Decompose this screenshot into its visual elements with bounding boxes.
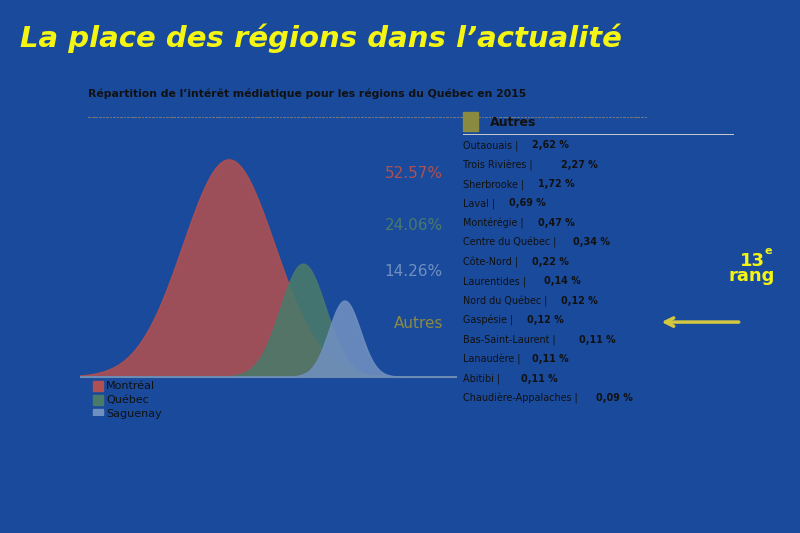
Text: Saguenay: Saguenay xyxy=(106,409,162,419)
Text: 0,47 %: 0,47 % xyxy=(538,218,575,228)
Text: Côte-Nord |: Côte-Nord | xyxy=(462,257,521,268)
Text: Québec: Québec xyxy=(106,395,149,405)
Text: rang: rang xyxy=(729,266,775,285)
Text: 0,69 %: 0,69 % xyxy=(509,198,546,208)
Text: Bas-Saint-Laurent |: Bas-Saint-Laurent | xyxy=(462,335,558,345)
Text: 0,12 %: 0,12 % xyxy=(526,315,563,325)
Text: Répartition de l’intérêt médiatique pour les régions du Québec en 2015: Répartition de l’intérêt médiatique pour… xyxy=(89,89,526,99)
Text: 0,22 %: 0,22 % xyxy=(532,257,569,267)
Text: 14.26%: 14.26% xyxy=(385,264,443,279)
Text: Centre du Québec |: Centre du Québec | xyxy=(462,237,559,248)
Text: Sherbrooke |: Sherbrooke | xyxy=(462,179,527,190)
Text: 2,27 %: 2,27 % xyxy=(562,159,598,169)
Bar xyxy=(93,395,102,405)
Text: 0,11 %: 0,11 % xyxy=(578,335,615,345)
Text: Abitibi |: Abitibi | xyxy=(462,374,503,384)
Bar xyxy=(93,409,102,419)
Bar xyxy=(462,111,478,131)
Text: Autres: Autres xyxy=(490,116,537,128)
Text: Montérégie |: Montérégie | xyxy=(462,218,526,229)
Text: Nord du Québec |: Nord du Québec | xyxy=(462,296,550,307)
Text: 0,09 %: 0,09 % xyxy=(596,393,633,403)
Text: La place des régions dans l’actualité: La place des régions dans l’actualité xyxy=(20,24,622,53)
Text: 0,14 %: 0,14 % xyxy=(544,276,581,286)
Text: 24.06%: 24.06% xyxy=(385,218,443,233)
Text: Trois Rivières |: Trois Rivières | xyxy=(462,159,535,171)
Text: Autres: Autres xyxy=(394,316,443,331)
Text: 52.57%: 52.57% xyxy=(385,166,443,181)
Text: Montréal: Montréal xyxy=(106,381,155,391)
Text: 0,11 %: 0,11 % xyxy=(532,354,569,364)
Text: Laval |: Laval | xyxy=(462,198,498,209)
Text: 0,12 %: 0,12 % xyxy=(562,296,598,306)
Text: 0,34 %: 0,34 % xyxy=(573,237,610,247)
Text: 0,11 %: 0,11 % xyxy=(521,374,558,384)
Text: e: e xyxy=(765,246,772,256)
Text: Gaspésie |: Gaspésie | xyxy=(462,315,516,326)
Text: Outaouais |: Outaouais | xyxy=(462,140,521,151)
Bar xyxy=(93,381,102,391)
Text: 1,72 %: 1,72 % xyxy=(538,179,574,189)
Text: 2,62 %: 2,62 % xyxy=(532,140,569,150)
Text: 13: 13 xyxy=(739,252,765,270)
Text: Laurentides |: Laurentides | xyxy=(462,276,529,287)
Text: Chaudière-Appalaches |: Chaudière-Appalaches | xyxy=(462,393,581,404)
Text: Lanaudère |: Lanaudère | xyxy=(462,354,523,365)
